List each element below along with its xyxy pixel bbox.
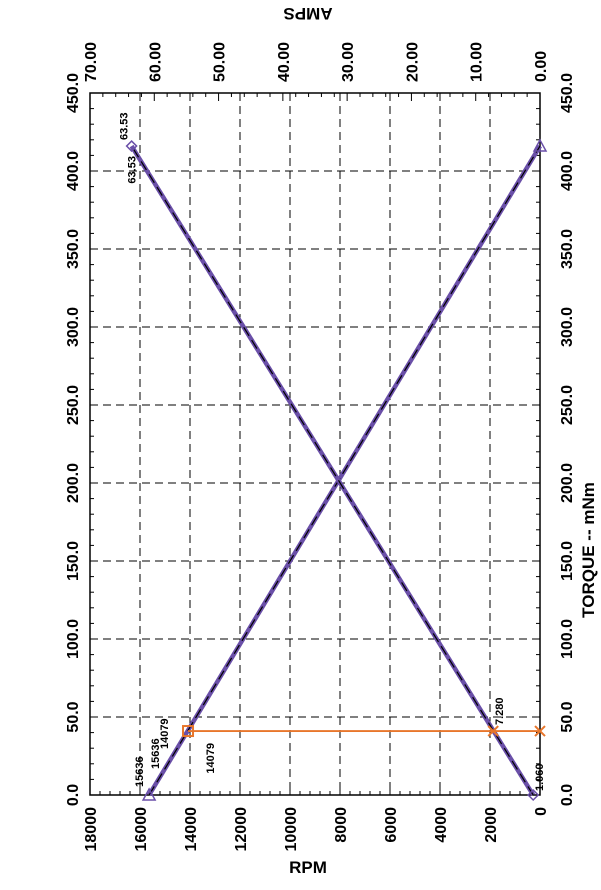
amps-tick-label: 30.00 xyxy=(340,42,357,82)
torque-tick-label: 400.0 xyxy=(559,151,576,191)
amps-axis-title: AMPS xyxy=(283,4,332,23)
torque-tick-label: 300.0 xyxy=(65,307,82,347)
plot-frame xyxy=(89,92,541,796)
torque-tick-label: 0.0 xyxy=(559,784,576,806)
rpm-noload-label: 15636 xyxy=(150,738,162,769)
amps-end-marker xyxy=(527,788,540,802)
operating-point xyxy=(182,725,546,738)
operating-axis-marker xyxy=(534,725,546,737)
torque-tick-label: 400.0 xyxy=(65,151,82,191)
amps-op-label: 7.280 xyxy=(494,698,506,726)
operating-amps-marker xyxy=(487,725,499,737)
rpm-tick-label: 8000 xyxy=(333,807,350,843)
rpm-axis-title: RPM xyxy=(289,858,327,877)
torque-tick-labels-right: 0.0 50.0 100.0 150.0 200.0 250.0 300.0 350.0 400… xyxy=(559,73,576,806)
rpm-tick-label: 2000 xyxy=(483,807,500,843)
amps-max-label: 63.53 xyxy=(119,113,131,141)
rpm-noload-label: 15636 xyxy=(134,756,146,787)
rpm-tick-label: 12000 xyxy=(233,807,250,852)
rpm-op-label: 14079 xyxy=(159,718,171,749)
amps-min-label: 1.060 xyxy=(534,763,546,791)
operating-rpm-marker xyxy=(182,725,195,738)
grid xyxy=(90,93,540,795)
rpm-tick-label: 18000 xyxy=(83,807,100,852)
torque-tick-label: 450.0 xyxy=(559,73,576,113)
torque-tick-label: 100.0 xyxy=(65,619,82,659)
rpm-end-marker xyxy=(141,787,157,801)
torque-tick-label: 50.0 xyxy=(559,701,576,732)
torque-tick-label: 250.0 xyxy=(559,385,576,425)
torque-tick-label: 200.0 xyxy=(559,463,576,503)
rpm-tick-labels: 0 2000 4000 6000 8000 10000 12000 14000 16000 180… xyxy=(83,807,550,852)
amps-tick-label: 50.00 xyxy=(212,42,229,82)
amps-tick-labels: 0.00 10.00 20.00 30.00 40.00 50.00 60.00 70.00 xyxy=(83,42,550,82)
amps-max-label: 63.53 xyxy=(127,156,139,184)
series xyxy=(125,138,548,802)
torque-tick-label: 150.0 xyxy=(559,541,576,581)
rpm-end-marker xyxy=(532,138,548,152)
torque-tick-label: 100.0 xyxy=(559,619,576,659)
torque-axis-title: TORQUE -- mNm xyxy=(579,482,598,618)
amps-tick-label: 70.00 xyxy=(83,42,100,82)
torque-tick-label: 350.0 xyxy=(65,229,82,269)
rpm-tick-label: 0 xyxy=(533,807,550,816)
rpm-tick-label: 4000 xyxy=(433,807,450,843)
amps-fit-line xyxy=(131,145,534,796)
amps-tick-label: 10.00 xyxy=(469,42,486,82)
amps-end-marker xyxy=(125,139,138,153)
minor-ticks xyxy=(89,92,541,796)
amps-tick-label: 0.00 xyxy=(533,51,550,82)
torque-tick-labels-left: 0.0 50.0 100.0 150.0 200.0 250.0 300.0 350.0 400… xyxy=(65,73,82,806)
amps-tick-label: 60.00 xyxy=(147,42,164,82)
torque-tick-label: 350.0 xyxy=(559,229,576,269)
torque-tick-label: 200.0 xyxy=(65,463,82,503)
rpm-tick-label: 14000 xyxy=(183,807,200,852)
torque-tick-label: 0.0 xyxy=(65,784,82,806)
amps-tick-label: 20.00 xyxy=(404,42,421,82)
torque-tick-label: 300.0 xyxy=(559,307,576,347)
rpm-tick-label: 6000 xyxy=(383,807,400,843)
torque-tick-label: 450.0 xyxy=(65,73,82,113)
rpm-tick-label: 10000 xyxy=(283,807,300,852)
torque-tick-label: 50.0 xyxy=(65,701,82,732)
rpm-fit-line xyxy=(148,145,541,796)
rpm-tick-label: 16000 xyxy=(133,807,150,852)
torque-tick-label: 150.0 xyxy=(65,541,82,581)
rpm-op-label: 14079 xyxy=(205,743,217,774)
torque-tick-label: 250.0 xyxy=(65,385,82,425)
amps-tick-label: 40.00 xyxy=(276,42,293,82)
